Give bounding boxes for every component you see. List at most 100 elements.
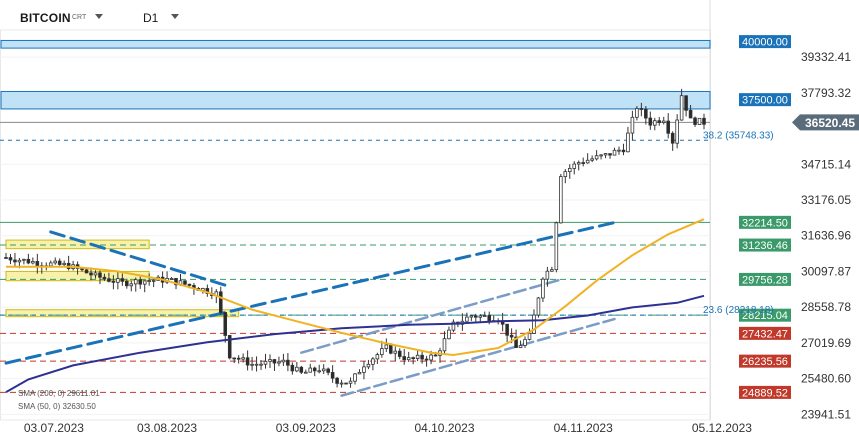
candle-body [697, 117, 702, 125]
candle-body [563, 171, 568, 178]
y-tick-label: 23941.51 [801, 407, 851, 421]
candle-body [670, 132, 675, 144]
candle-body [411, 357, 415, 360]
candle-body [635, 108, 639, 118]
candle-body [666, 120, 670, 134]
candle-body [536, 297, 541, 316]
candle-body [621, 149, 626, 153]
candle-body [339, 382, 344, 385]
y-tick-label: 37793.32 [801, 86, 851, 100]
channel-upper [300, 278, 563, 354]
current-price-label: 36520.45 [805, 116, 855, 130]
candle-body [554, 222, 559, 271]
candle-body [657, 120, 662, 124]
downtrend-line [49, 230, 232, 289]
candle-body [245, 357, 250, 366]
candle-body [353, 373, 357, 382]
candle-body [362, 366, 366, 373]
y-tick-label: 25480.60 [801, 372, 851, 386]
candle-body [98, 272, 102, 278]
candle-body [142, 280, 147, 285]
candle-body [581, 162, 585, 164]
y-tick-label: 28558.78 [801, 300, 851, 314]
candle-body [594, 155, 599, 160]
candle-body [509, 334, 514, 338]
candle-body [272, 359, 277, 364]
candle-body [218, 291, 223, 313]
candle-body [187, 283, 192, 286]
candle-body [254, 363, 259, 366]
candle-body [286, 359, 290, 366]
candle-body [344, 382, 348, 385]
candle-body [174, 278, 178, 286]
x-tick-label: 04.10.2023 [414, 421, 474, 435]
candle-body [107, 278, 111, 282]
y-tick-label: 31636.96 [801, 229, 851, 243]
candle-body [321, 368, 326, 372]
candle-body [35, 261, 40, 267]
candle-body [465, 316, 469, 322]
candle-body [626, 132, 630, 153]
candle-body [330, 372, 335, 379]
candle-body [250, 363, 254, 366]
candle-body [433, 354, 438, 357]
candle-body [608, 153, 612, 156]
candle-body [259, 363, 263, 366]
x-tick-label: 03.07.2023 [24, 421, 84, 435]
candle-body [532, 314, 536, 334]
candle-body [48, 262, 53, 267]
candle-body [545, 270, 550, 280]
x-tick-label: 04.11.2023 [554, 421, 613, 435]
candle-body [357, 372, 362, 375]
candle-body [487, 315, 492, 321]
candle-body [371, 358, 375, 365]
candle-body [415, 354, 420, 359]
candle-body [375, 354, 380, 360]
candle-body [559, 176, 563, 224]
timeframe-dropdown-icon[interactable] [171, 14, 179, 19]
sma200-line [5, 294, 705, 393]
y-tick-label: 27019.69 [801, 336, 851, 350]
candle-body [335, 377, 339, 384]
level-badge [739, 35, 791, 49]
candle-body [406, 357, 411, 361]
resistance-zone [0, 91, 711, 110]
candle-body [567, 168, 572, 173]
candle-body [8, 257, 13, 261]
candle-body [684, 95, 688, 111]
timeframe-select[interactable]: D1 [143, 11, 159, 25]
candle-body [295, 366, 299, 372]
candle-body [527, 332, 532, 340]
candle-body [603, 153, 608, 156]
legend-sma200: SMA (200, 0) 29611.01 [18, 389, 100, 398]
fib-label: 23.6 (28218.18) [703, 305, 774, 316]
candle-body [702, 117, 706, 125]
x-tick-label: 03.08.2023 [137, 421, 197, 435]
level-badge [739, 385, 791, 399]
sma50-line [6, 218, 705, 357]
level-badge-label: 29756.28 [742, 274, 788, 286]
candle-body [442, 338, 447, 352]
candle-body [617, 149, 621, 152]
y-tick-label: 39332.41 [801, 50, 851, 64]
candle-body [120, 278, 125, 282]
support-zone [5, 309, 240, 318]
candle-body [138, 279, 143, 285]
level-badge-label: 40000.00 [742, 37, 788, 49]
candle-body [389, 344, 393, 354]
symbol-name[interactable]: BITCOIN [20, 11, 71, 25]
candle-body [116, 278, 120, 283]
candle-body [384, 344, 389, 349]
candle-body [541, 278, 545, 299]
candle-body [53, 260, 58, 264]
fib-label: 38.2 (35748.33) [703, 130, 774, 141]
candle-body [281, 359, 286, 363]
level-badge [739, 326, 791, 340]
candle-body [89, 272, 93, 276]
candle-body [585, 159, 590, 164]
candle-body [675, 119, 679, 144]
level-badge-label: 26235.56 [742, 356, 788, 368]
symbol-dropdown-icon[interactable] [95, 14, 103, 19]
candle-body [518, 345, 523, 348]
